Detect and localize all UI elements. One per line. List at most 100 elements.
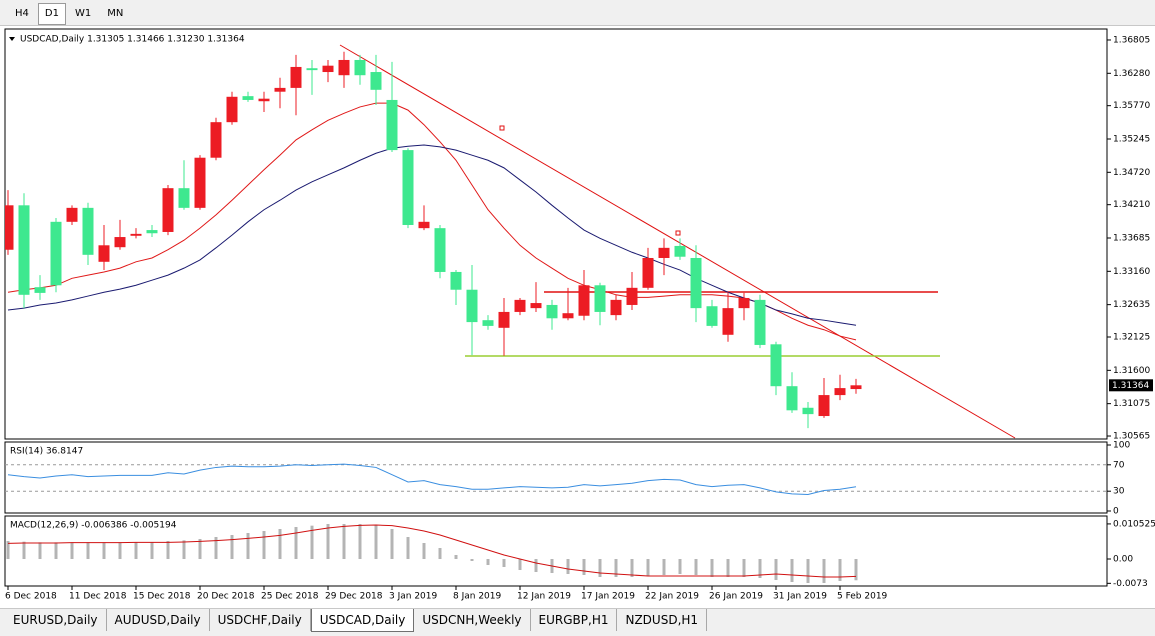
x-tick-label: 15 Dec 2018 (133, 592, 191, 602)
macd-title: MACD(12,26,9) -0.006386 -0.005194 (10, 521, 177, 531)
candle-body (274, 87, 286, 92)
x-tick-label: 11 Dec 2018 (69, 592, 127, 602)
candle-body (802, 407, 814, 415)
x-tick-label: 31 Jan 2019 (773, 592, 827, 602)
symbol-tab[interactable]: EURGBP,H1 (531, 609, 618, 631)
price-panel (4, 28, 1108, 440)
macd-bar (54, 542, 58, 559)
candle-body (578, 285, 590, 316)
candle-body (450, 271, 462, 290)
x-tick-label: 6 Dec 2018 (5, 592, 57, 602)
candle-body (306, 68, 318, 71)
macd-bar (70, 542, 74, 559)
candle-body (370, 72, 382, 90)
candle-body (770, 344, 782, 387)
timeframe-button[interactable]: D1 (37, 3, 66, 25)
candle-body (514, 299, 526, 312)
symbol-tabs: EURUSD,Daily AUDUSD,Daily USDCHF,Daily USDC… (0, 608, 1155, 636)
macd-plot (6, 524, 858, 583)
candle-body (98, 245, 110, 262)
candle-body (338, 59, 350, 76)
macd-bar (566, 559, 570, 574)
macd-panel (4, 515, 1108, 587)
macd-bar (582, 559, 586, 575)
candle-body (690, 257, 702, 309)
candle-body (258, 98, 270, 102)
macd-bar (726, 559, 730, 577)
moving-average (7, 144, 857, 326)
macd-bar (294, 527, 298, 559)
macd-bar (614, 559, 618, 577)
price-plot (5, 44, 1016, 439)
x-tick-label: 22 Jan 2019 (645, 592, 699, 602)
price-marker (1109, 379, 1153, 392)
macd-bar (118, 542, 122, 559)
candle-body (354, 59, 366, 76)
macd-bar (230, 535, 234, 559)
macd-bar (358, 524, 362, 559)
candle-body (546, 304, 558, 319)
signal-line (7, 524, 857, 578)
y-tick-label: 1.35245 (1113, 134, 1150, 144)
y-tick-label: 1.36805 (1113, 35, 1150, 45)
y-tick-label: 1.32635 (1113, 300, 1150, 310)
symbol-tab[interactable]: USDCNH,Weekly (414, 609, 531, 631)
macd-bar (262, 531, 266, 559)
candle-body (530, 303, 542, 309)
timeframe-button[interactable]: H4 (15, 8, 29, 19)
macd-bar (6, 541, 10, 559)
candle-body (674, 245, 686, 257)
y-tick-label: 1.33685 (1113, 233, 1150, 243)
y-tick-label: 70 (1113, 460, 1125, 470)
candle-body (418, 221, 430, 229)
chart-title: USDCAD,Daily 1.31305 1.31466 1.31230 1.3… (20, 35, 245, 45)
macd-bar (150, 542, 154, 559)
macd-bar (822, 559, 826, 583)
macd-bar (742, 559, 746, 577)
candle-body (706, 306, 718, 326)
rsi-panel (4, 441, 1108, 514)
x-tick-label: 25 Dec 2018 (261, 592, 319, 602)
macd-bar (806, 559, 810, 583)
macd-bar (86, 542, 90, 559)
symbol-tab[interactable]: EURUSD,Daily (5, 609, 107, 631)
macd-bar (166, 541, 170, 559)
candle-body (610, 299, 622, 316)
candle-body (242, 96, 254, 100)
macd-bar (518, 559, 522, 570)
candle-body (738, 297, 750, 309)
macd-bar (214, 537, 218, 559)
symbol-tab[interactable]: USDCHF,Daily (210, 609, 311, 631)
candle-body (642, 257, 654, 288)
y-tick-label: 1.34210 (1113, 200, 1150, 210)
macd-bar (774, 559, 778, 580)
macd-bar (694, 559, 698, 575)
macd-bar (374, 525, 378, 559)
symbol-tab[interactable]: USDCAD,Daily (310, 609, 415, 632)
candle-body (210, 122, 222, 158)
price-marker-label: 1.31364 (1112, 381, 1149, 391)
y-tick-label: 1.36280 (1113, 69, 1150, 79)
timeframe-toolbar: H4 D1 W1 MN (0, 0, 1155, 26)
timeframe-button[interactable]: W1 (74, 8, 92, 19)
candle-body (18, 205, 30, 295)
candle-body (754, 299, 766, 345)
macd-bar (630, 559, 634, 577)
rsi-line (7, 463, 857, 496)
symbol-tab[interactable]: NZDUSD,H1 (617, 609, 708, 631)
chart: USDCAD,Daily 1.31305 1.31466 1.31230 1.3… (4, 28, 1155, 602)
macd-bar (662, 559, 666, 575)
candle-body (322, 65, 334, 73)
x-tick-label: 12 Jan 2019 (517, 592, 571, 602)
macd-bar (246, 533, 250, 559)
macd-bar (438, 548, 442, 559)
candle-body (626, 287, 638, 305)
macd-bar (678, 559, 682, 574)
symbol-tab[interactable]: AUDUSD,Daily (107, 609, 210, 631)
candle-body (722, 308, 734, 335)
candle-body (34, 287, 46, 293)
y-tick-label: 1.30565 (1113, 432, 1150, 442)
timeframe-button[interactable]: MN (107, 8, 124, 19)
y-tick-label: 0.00 (1113, 555, 1133, 565)
